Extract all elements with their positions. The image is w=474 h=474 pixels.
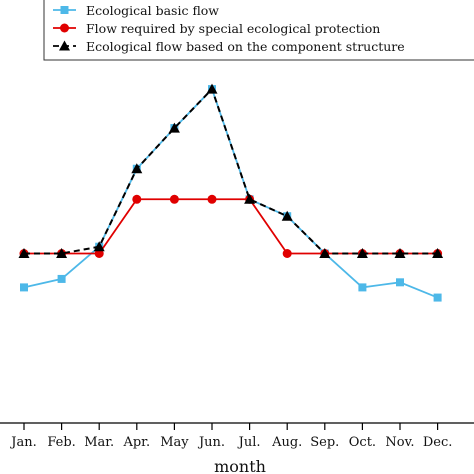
series-1 xyxy=(20,85,442,302)
x-tick-label: Jan. xyxy=(9,435,36,450)
x-axis-label: month xyxy=(214,457,266,474)
data-point xyxy=(56,248,68,258)
data-point xyxy=(207,194,217,204)
x-tick-label: Nov. xyxy=(385,435,414,450)
series-line xyxy=(24,87,438,255)
data-point xyxy=(396,278,404,287)
legend-label: Flow required by special ecological prot… xyxy=(86,21,380,36)
data-point xyxy=(206,83,218,94)
series-layer xyxy=(18,83,444,302)
x-tick-label: Oct. xyxy=(349,435,376,450)
data-point xyxy=(94,249,104,258)
data-point xyxy=(432,248,444,258)
x-tick-label: Mar. xyxy=(84,435,114,450)
data-point xyxy=(356,248,368,258)
series-3 xyxy=(18,83,444,258)
data-point xyxy=(93,241,105,252)
x-tick-label: Sep. xyxy=(310,435,339,450)
x-tick-label: Apr. xyxy=(122,435,150,450)
data-point xyxy=(281,210,293,221)
x-tick-label: Jun. xyxy=(197,435,225,450)
x-axis: Jan. Feb. Mar. Apr. May Jun. Jul. Aug. Sep. Oct. N… xyxy=(0,422,474,450)
x-tick-label: Jul. xyxy=(237,435,261,450)
data-point xyxy=(168,122,180,133)
legend-marker xyxy=(59,40,70,51)
series-line xyxy=(23,87,438,299)
data-point xyxy=(169,194,179,204)
data-point xyxy=(319,248,331,258)
data-point xyxy=(282,249,292,258)
series-2 xyxy=(19,194,443,258)
legend-label: Ecological flow based on the component s… xyxy=(86,39,405,54)
legend-marker xyxy=(60,23,69,33)
x-tick-label: May xyxy=(160,435,189,450)
series-line xyxy=(24,198,438,255)
x-tick-label: Aug. xyxy=(271,435,302,450)
legend-label: Ecological basic flow xyxy=(86,3,219,18)
data-point xyxy=(394,248,406,258)
x-tick-label: Dec. xyxy=(423,435,453,450)
data-point xyxy=(433,293,442,302)
data-point xyxy=(244,193,256,204)
data-point xyxy=(131,163,143,174)
data-point xyxy=(358,283,367,292)
data-point xyxy=(57,274,66,283)
data-point xyxy=(20,283,28,292)
data-point xyxy=(18,248,30,258)
legend: Ecological basic flow Flow required by sp… xyxy=(43,0,474,61)
data-point xyxy=(132,194,142,204)
x-tick-label: Feb. xyxy=(47,435,75,450)
legend-marker xyxy=(60,6,69,14)
legend-box xyxy=(43,0,474,61)
